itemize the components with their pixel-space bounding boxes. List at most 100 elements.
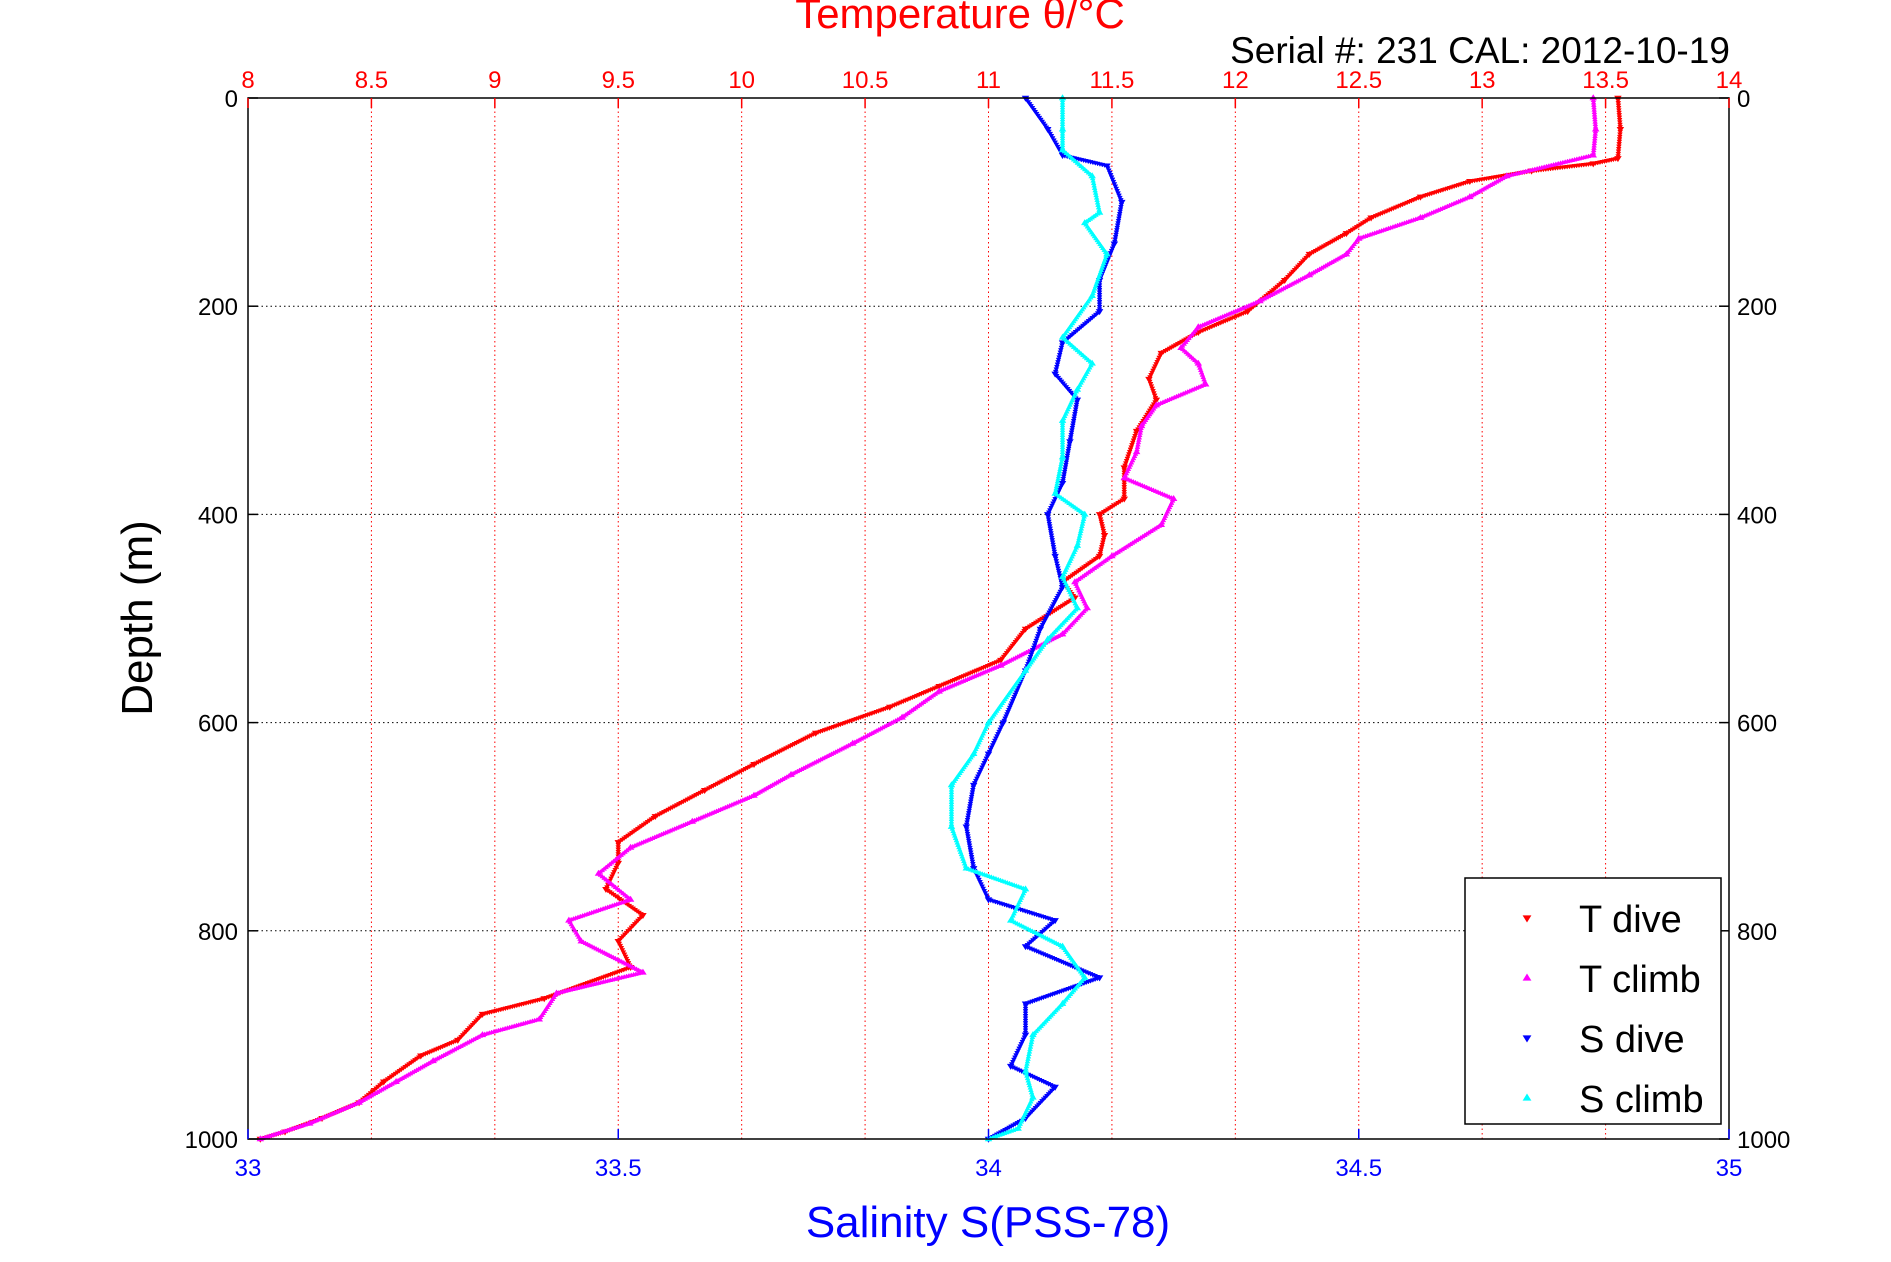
profile-sample-marker [1013,1053,1019,1058]
profile-sample-marker [1066,442,1073,447]
profile-sample-marker [1034,636,1040,642]
profile-sample-marker [1046,524,1053,529]
profile-sample-marker [969,790,976,795]
salinity-tick-label: 34 [975,1155,1002,1182]
profile-sample-marker [1129,443,1135,448]
profile-sample-marker [1045,515,1052,520]
profile-sample-marker [1617,122,1623,128]
axis-ticks: 0 0 200 200 400 400 600 600 800 800 1000 1000 8 8.5 9 9… [185,67,1791,1182]
profile-sample-marker [1117,207,1124,212]
profile-sample-marker [1056,352,1063,358]
profile-sample-marker [966,806,973,812]
profile-sample-marker [965,815,971,821]
profile-sample-marker [966,808,973,814]
legend-marker [1522,973,1532,981]
profile-sample-marker [1110,244,1117,249]
profile-sample-marker [976,772,982,777]
profile-sample-marker [1054,362,1061,368]
profile-sample-marker [1035,631,1042,637]
profile-sample-marker [1048,533,1055,539]
profile-sample-marker [1051,549,1058,555]
profile-sample-marker [1062,465,1069,470]
profile-sample-marker [1100,538,1107,543]
depth-tick-label-right: 400 [1737,502,1777,529]
profile-sample-marker [979,884,986,890]
salinity-tick-label: 33 [235,1155,262,1182]
profile-sample-marker [1147,382,1154,387]
depth-tick-label-right: 0 [1737,86,1750,113]
temperature-tick-label: 14 [1716,67,1743,94]
profile-sample-marker [1113,230,1120,236]
profile-sample-marker [969,859,976,865]
profile-sample-marker [1019,1039,1026,1045]
profile-sample-marker [970,862,976,867]
profile-sample-marker [1616,134,1623,140]
profile-sample-marker [1049,503,1055,509]
profile-sample-marker [987,747,994,753]
profile-sample-marker [1032,641,1039,646]
profile-sample-marker [1057,348,1064,353]
profile-sample-marker [1097,515,1103,520]
profile-sample-marker [1047,526,1054,532]
legend-label: T dive [1579,899,1682,941]
profile-sample-marker [1108,175,1115,180]
profile-sample-marker [1114,225,1121,231]
profile-sample-marker [1048,506,1054,511]
profile-sample-marker [1055,566,1061,571]
profile-sample-marker [980,763,987,768]
profile-sample-marker [969,792,975,798]
profile-sample-marker [1616,120,1623,125]
temperature-tick-label: 8.5 [355,67,388,94]
depth-tick-label-left: 0 [225,86,238,113]
profile-sample-marker [1100,540,1106,546]
profile-sample-marker [1066,444,1072,450]
temperature-tick-label: 9 [488,67,501,94]
profile-sample-marker [1012,1055,1018,1061]
profile-sample-marker [1022,1016,1029,1021]
profile-sample-marker [1099,524,1106,529]
profile-sample-marker [1055,568,1062,574]
profile-sample-marker [1047,528,1054,534]
profile-sample-marker [1129,440,1136,446]
profile-sample-marker [965,838,972,844]
profile-sample-marker [972,778,979,784]
profile-sample-marker [1096,297,1103,303]
profile-sample-marker [1096,300,1103,305]
profile-sample-marker [1052,497,1059,502]
profile-sample-marker [1107,173,1114,178]
temperature-tick-label: 11 [976,67,1001,94]
profile-sample-marker [970,785,977,791]
profile-sample-marker [1030,645,1037,651]
profile-sample-marker [1121,492,1128,497]
temperature-tick-label: 12.5 [1335,67,1382,94]
legend-marker [1522,1035,1532,1043]
profile-sample-marker [1017,1044,1024,1049]
profile-sample-marker [966,841,973,846]
profile-sample-marker [1049,540,1056,546]
profile-sample-marker [1151,393,1158,399]
profile-sample-marker [1048,535,1055,541]
profile-sample-marker [1616,137,1623,142]
profile-sample-marker [1053,367,1060,372]
profile-sample-marker [1009,1059,1016,1065]
data-point [1616,127,1625,133]
profile-sample-marker [1045,517,1052,522]
profile-sample-marker [975,774,981,780]
profile-sample-marker [1063,458,1070,463]
profile-sample-marker [1058,345,1065,351]
profile-sample-marker [1121,487,1128,493]
profile-sample-marker [1022,1028,1029,1033]
depth-tick-label-right: 200 [1737,294,1777,321]
depth-tick-label-right: 600 [1737,711,1777,738]
profile-sample-marker [1126,452,1132,457]
profile-sample-marker [1096,290,1103,296]
profile-sample-marker [1070,421,1077,426]
profile-sample-marker [1098,521,1105,527]
profile-sample-marker [1064,456,1070,461]
profile-sample-marker [977,769,983,775]
profile-sample-marker [1100,528,1107,534]
profile-sample-marker [978,767,984,773]
profile-sample-marker [981,888,988,894]
temperature-tick-label: 11.5 [1089,67,1134,94]
